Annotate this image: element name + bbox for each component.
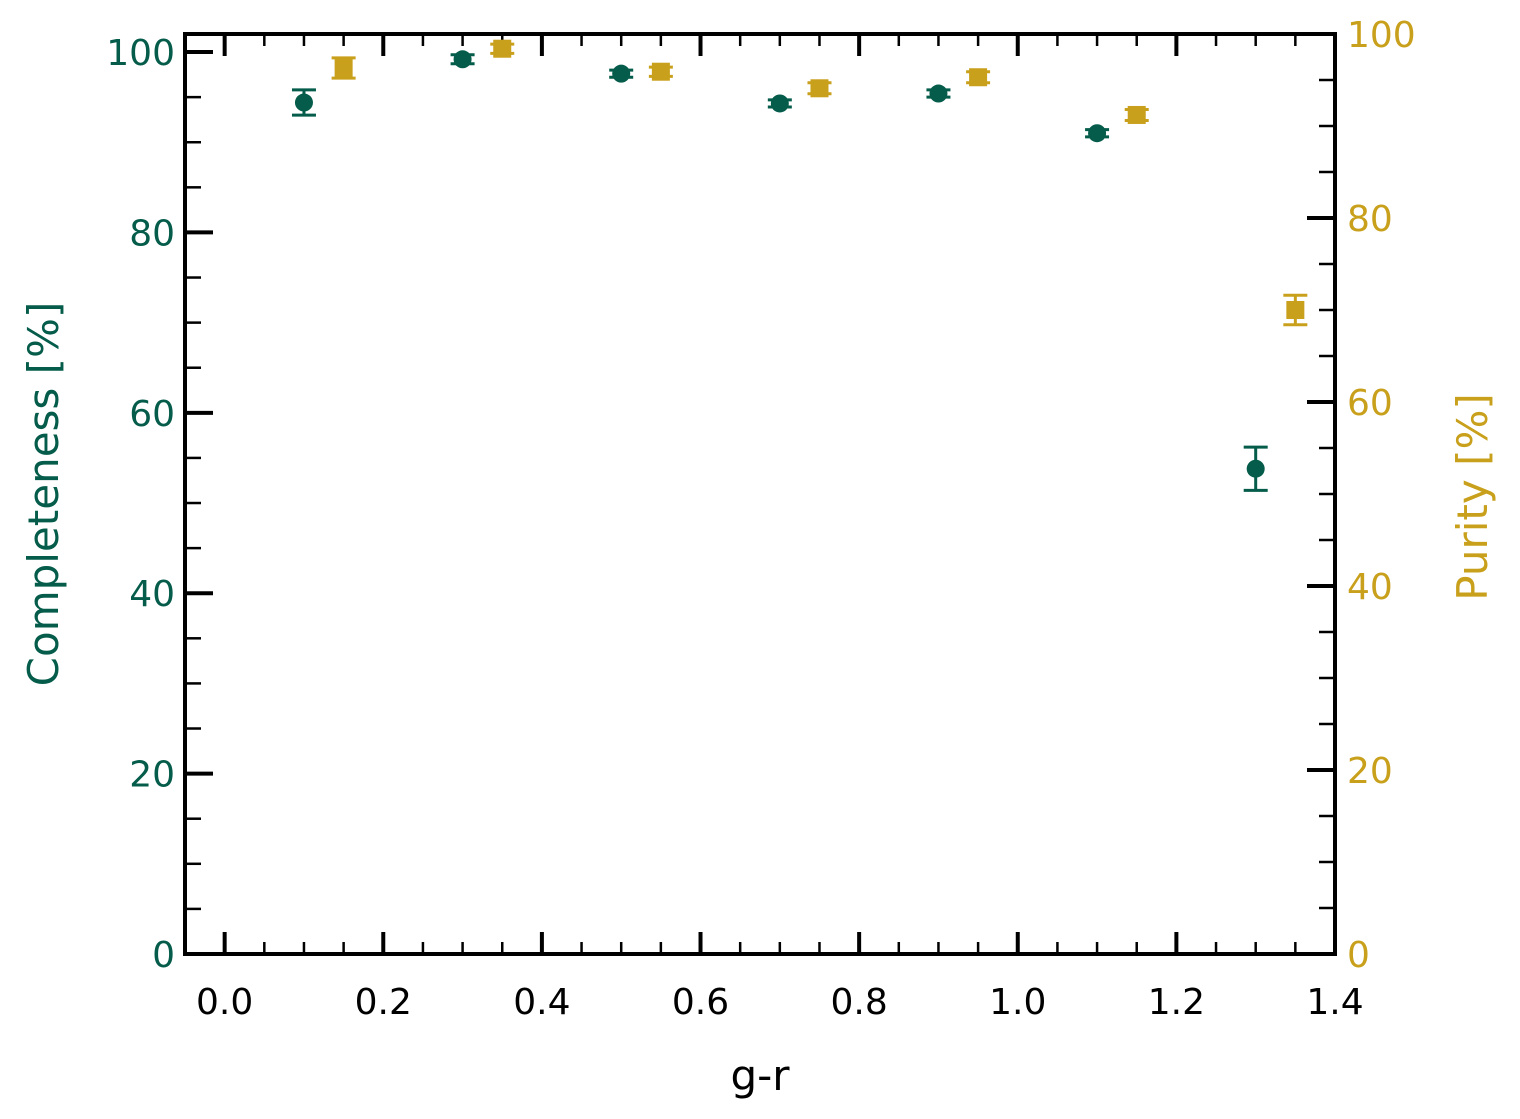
y-left-tick-label: 20 (129, 755, 175, 796)
y-left-tick-label: 0 (152, 935, 175, 976)
x-tick-label: 0.6 (672, 982, 729, 1023)
purity-point (1286, 301, 1305, 319)
series-layer (291, 39, 1308, 492)
completeness-point (929, 84, 948, 103)
x-tick-label: 1.0 (989, 982, 1046, 1023)
completeness-point (1246, 459, 1265, 478)
x-tick-label: 0.0 (196, 982, 253, 1023)
x-tick-label: 1.4 (1306, 982, 1363, 1023)
y-right-tick-label: 20 (1347, 751, 1393, 792)
y-right-tick-label: 60 (1347, 383, 1393, 424)
x-tick-label: 1.2 (1148, 982, 1205, 1023)
completeness-point (770, 94, 789, 113)
y-right-tick-label: 0 (1347, 935, 1370, 976)
purity-point (651, 62, 670, 81)
x-tick-label: 0.4 (513, 982, 570, 1023)
completeness-point (294, 93, 313, 112)
y-right-tick-label: 80 (1347, 199, 1393, 240)
y-left-tick-label: 100 (106, 33, 175, 74)
x-tick-label: 0.2 (355, 982, 412, 1023)
ticks-layer: 0.0 0.2 0.4 0.6 0.8 1.0 1.2 1.4 0 20 40 60 80 100 0 20 4… (106, 15, 1415, 1023)
y-left-tick-label: 40 (129, 574, 175, 615)
y-right-tick-label: 40 (1347, 567, 1393, 608)
plot-frame (183, 32, 1337, 956)
purity-point (1127, 105, 1146, 124)
completeness-point (612, 64, 631, 83)
x-axis-title: g-r (730, 1051, 790, 1100)
purity-point (493, 39, 512, 58)
y-left-tick-label: 80 (129, 213, 175, 254)
purity-point (334, 59, 353, 78)
completeness-point (1088, 124, 1107, 143)
y-right-tick-label: 100 (1347, 15, 1416, 56)
y-left-tick-label: 60 (129, 394, 175, 435)
y-left-axis-title: Completeness [%] (19, 302, 68, 687)
completeness-point (453, 50, 472, 69)
y-right-axis-title: Purity [%] (1448, 393, 1497, 601)
x-tick-label: 0.8 (831, 982, 888, 1023)
purity-point (969, 68, 988, 87)
purity-point (810, 79, 829, 98)
